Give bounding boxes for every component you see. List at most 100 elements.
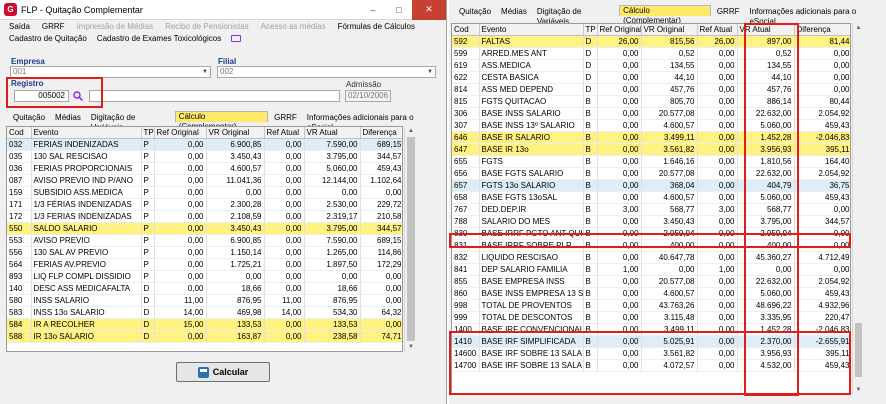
table-row[interactable]: 307 BASE INSS 13º SALARIO B 0,00 4.600,57 0,0… [452,119,850,132]
table-row[interactable]: 841 DEP SALARIO FAMILIA B 1,00 0,00 1,00 0,00 0… [452,263,850,276]
maximize-button[interactable]: □ [396,4,402,15]
left-tab-3[interactable]: Cálculo (Complementar) [174,111,269,131]
column-header[interactable]: VR Atual [304,127,361,139]
menu-item-4[interactable]: Acesso as médias [260,21,326,31]
table-row[interactable]: 564 FERIAS AV.PREVIO P 0,00 1.725,21 0,00 1.89… [7,258,402,271]
table-row[interactable]: 588 IR 13o SALARIO D 0,00 163,87 0,00 238,58 74… [7,330,402,343]
scroll-down-icon[interactable]: ▼ [855,387,862,393]
left-tab-0[interactable]: Quitação [13,113,46,122]
table-row[interactable]: 814 ASS MED DEPEND D 0,00 457,76 0,00 457,76 0,… [452,83,850,96]
events-grid-right[interactable]: Cod Evento TP Ref Original VR Original Ref At… [451,23,851,395]
table-row[interactable]: 998 TOTAL DE PROVENTOS B 0,00 43.763,26 0,00 4… [452,299,850,312]
table-row[interactable]: 592 FALTAS D 26,00 815,56 26,00 897,00 81,44 [452,35,850,48]
table-row[interactable]: 14700 BASE IRF SOBRE 13 SALA B 0,00 4.072,57… [452,359,850,372]
table-row[interactable]: 658 BASE FGTS 13oSAL B 0,00 4.600,57 0,00 5.06… [452,191,850,204]
table-row[interactable]: 583 INSS 13o SALARIO D 14,00 469,98 14,00 534,… [7,306,402,319]
table-row[interactable]: 599 ARRED.MES ANT D 0,00 0,52 0,00 0,52 0,00 [452,47,850,60]
scroll-thumb[interactable] [855,323,862,377]
table-row[interactable]: 622 CESTA BASICA D 0,00 44,10 0,00 44,10 0,00 [452,71,850,84]
column-header[interactable]: Diferença [360,127,402,139]
right-tab-3[interactable]: Cálculo (Complementar) [619,5,711,25]
events-grid[interactable]: Cod Evento TP Ref Original VR Original Ref At… [6,126,403,352]
menu-item-2[interactable]: Impressão de Médias [76,21,154,31]
left-tab-2[interactable]: Digitação de Variáveis [90,113,136,132]
column-header[interactable]: Ref Original [597,24,642,36]
table-row[interactable]: 999 TOTAL DE DESCONTOS B 0,00 3.115,48 0,00 3.… [452,311,850,324]
column-header[interactable]: TP [141,127,155,139]
table-cell: 400,00 [641,239,698,252]
table-row[interactable]: 619 ASS.MEDICA D 0,00 134,55 0,00 134,55 0,00 [452,59,850,72]
column-header[interactable]: Diferença [794,24,850,36]
monitor-icon[interactable] [231,34,242,42]
table-row[interactable]: 036 FERIAS PROPORCIONAIS P 0,00 4.600,57 0,00… [7,162,402,175]
menu-item-5[interactable]: Fórmulas de Cálculos [337,21,415,31]
close-button[interactable]: ✕ [412,0,446,20]
table-row[interactable]: 171 1/3 FÉRIAS INDENIZADAS P 0,00 2.300,28 0,… [7,198,402,211]
right-tab-4[interactable]: GRRF [716,7,740,16]
right-tab-1[interactable]: Médias [501,7,527,16]
left-vertical-scrollbar[interactable]: ▲ ▼ [404,126,417,352]
table-row[interactable]: 893 LIQ FLP COMPL DISSIDIO P 0,00 0,00 0,00 0,… [7,270,402,283]
column-header[interactable]: Ref Atual [264,127,305,139]
left-tab-1[interactable]: Médias [55,113,81,122]
registro-input[interactable]: 005002 [14,90,69,102]
column-header[interactable]: VR Original [206,127,265,139]
table-row[interactable]: 550 SALDO SALARIO P 0,00 3.450,43 0,00 3.795,0… [7,222,402,235]
table-row[interactable]: 172 1/3 FERIAS INDENIZADAS P 0,00 2.108,59 0,… [7,210,402,223]
minimize-button[interactable]: – [370,4,376,15]
right-tab-0[interactable]: Quitação [459,7,492,16]
column-header[interactable]: VR Atual [737,24,795,36]
table-row[interactable]: 140 DESC ASS MEDICAFALTA D 0,00 18,66 0,00 18,… [7,282,402,295]
table-row[interactable]: 087 AVISO PREVIO IND P/ANO P 0,00 11.041,36 0… [7,174,402,187]
menu-item-0[interactable]: Saída [9,21,30,31]
table-row[interactable]: 832 LIQUIDO RESCISAO B 0,00 40.647,78 0,00 45.… [452,251,850,264]
table-row[interactable]: 831 BASE IRRF SOBRE PLR B 0,00 400,00 0,00 400… [452,239,850,252]
table-row[interactable]: 306 BASE INSS SALARIO B 0,00 20.577,08 0,00 22… [452,107,850,120]
table-row[interactable]: 646 BASE IR SALARIO B 0,00 3.499,11 0,00 1.452… [452,131,850,144]
scroll-down-icon[interactable]: ▼ [408,344,414,350]
right-vertical-scrollbar[interactable]: ▲ ▼ [852,23,864,395]
table-row[interactable]: 815 FGTS QUITACAO B 0,00 805,70 0,00 886,14 80,… [452,95,850,108]
empresa-select[interactable]: 001 ▼ [10,66,211,78]
table-row[interactable]: 580 INSS SALARIO D 11,00 876,95 11,00 876,95 0,… [7,294,402,307]
menu2-item-1[interactable]: Cadastro de Exames Toxicológicos [96,33,222,43]
table-row[interactable]: 553 AVISO PREVIO P 0,00 6.900,85 0,00 7.590,00… [7,234,402,247]
calcular-button[interactable]: Calcular [176,362,270,382]
right-tab-5[interactable]: Informações adicionais para o eSocial [749,7,857,26]
column-header[interactable]: Evento [479,24,584,36]
left-tab-5[interactable]: Informações adicionais para o eSocial [306,113,414,132]
table-row[interactable]: 655 FGTS B 0,00 1.646,16 0,00 1.810,56 164,40 [452,155,850,168]
table-row[interactable]: 860 BASE INSS EMPRESA 13 S B 0,00 4.600,57 0,… [452,287,850,300]
table-row[interactable]: 855 BASE EMPRESA INSS B 0,00 20.577,08 0,00 22… [452,275,850,288]
scroll-up-icon[interactable]: ▲ [408,128,414,134]
scroll-up-icon[interactable]: ▲ [855,25,862,31]
filial-select[interactable]: 002 ▼ [217,66,436,78]
menu-item-3[interactable]: Recibo de Pensionistas [165,21,249,31]
search-icon[interactable] [73,91,83,101]
column-header[interactable]: Ref Atual [697,24,738,36]
registro-name-field[interactable] [89,90,340,102]
table-row[interactable]: 656 BASE FGTS SALARIO B 0,00 20.577,08 0,00 22… [452,167,850,180]
column-header[interactable]: Cod [452,24,480,36]
column-header[interactable]: VR Original [641,24,698,36]
table-row[interactable]: 657 FGTS 13o SALARIO B 0,00 368,04 0,00 404,79… [452,179,850,192]
table-row[interactable]: 556 130 SAL AV PREVIO P 0,00 1.150,14 0,00 1.2… [7,246,402,259]
column-header[interactable]: Ref Original [154,127,207,139]
column-header[interactable]: Cod [7,127,32,139]
table-row[interactable]: 14600 BASE IRF SOBRE 13 SALA B 0,00 3.561,82… [452,347,850,360]
column-header[interactable]: TP [583,24,598,36]
menu-item-1[interactable]: GRRF [41,21,65,31]
table-row[interactable]: 1410 BASE IRF SIMPLIFICADA B 0,00 5.025,91 0,… [452,335,850,348]
menu2-item-0[interactable]: Cadastro de Quitação [9,33,87,43]
table-row[interactable]: 767 DED.DEP.IR B 3,00 568,77 3,00 568,77 0,00 [452,203,850,216]
column-header[interactable]: Evento [31,127,142,139]
table-row[interactable]: 032 FERIAS INDENIZADAS P 0,00 6.900,85 0,00 7.… [7,138,402,151]
table-row[interactable]: 159 SUBSIDIO ASS.MEDICA P 0,00 0,00 0,00 0,00 0… [7,186,402,199]
table-row[interactable]: 584 IR A RECOLHER D 15,00 133,53 0,00 133,53 0,… [7,318,402,331]
table-row[interactable]: 035 130 SAL RESCISAO P 0,00 3.450,43 0,00 3.79… [7,150,402,163]
left-tab-4[interactable]: GRRF [274,113,297,122]
table-row[interactable]: 647 BASE IR 13o B 0,00 3.561,82 0,00 3.956,93 3… [452,143,850,156]
right-tab-2[interactable]: Digitação de Variáveis [536,7,582,26]
scroll-thumb[interactable] [407,137,415,341]
table-row[interactable]: 788 SALARIO DO MES B 0,00 3.450,43 0,00 3.795,… [452,215,850,228]
